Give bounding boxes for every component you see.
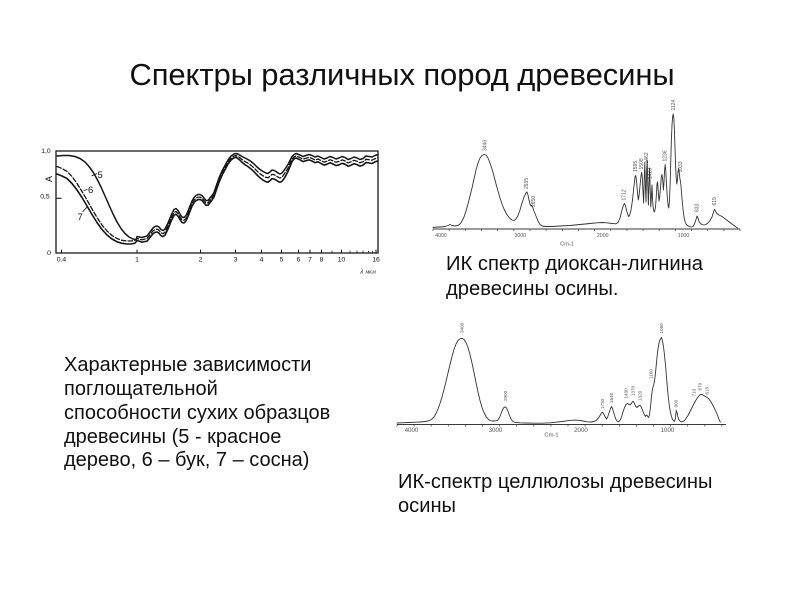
svg-text:2000: 2000 (574, 427, 588, 434)
svg-text:1000: 1000 (678, 233, 690, 239)
svg-text:615: 615 (705, 386, 710, 394)
svg-text:2000: 2000 (597, 233, 609, 239)
svg-text:1236: 1236 (663, 150, 669, 161)
svg-text:2: 2 (199, 257, 203, 264)
svg-text:1508: 1508 (639, 158, 645, 169)
svg-text:1370: 1370 (631, 385, 636, 396)
svg-text:1430: 1430 (624, 388, 629, 399)
svg-text:2850: 2850 (531, 196, 537, 207)
svg-text:0.4: 0.4 (57, 257, 67, 264)
svg-text:5: 5 (98, 170, 103, 181)
svg-text:2935: 2935 (524, 178, 530, 189)
svg-text:6: 6 (297, 257, 301, 264)
svg-text:3440: 3440 (482, 140, 488, 151)
svg-text:1712: 1712 (622, 189, 628, 200)
svg-text:6: 6 (88, 185, 93, 196)
svg-text:833: 833 (694, 203, 700, 212)
svg-text:1462: 1462 (644, 152, 650, 163)
svg-text:4000: 4000 (435, 233, 447, 239)
svg-text:1124: 1124 (671, 100, 677, 111)
svg-text:1033: 1033 (678, 161, 684, 172)
svg-text:710: 710 (692, 388, 697, 396)
svg-text:λ мкм: λ мкм (359, 267, 376, 276)
svg-text:0,5: 0,5 (40, 193, 50, 200)
svg-text:1000: 1000 (661, 427, 675, 434)
svg-text:1730: 1730 (600, 398, 605, 409)
svg-text:16: 16 (372, 257, 380, 264)
svg-text:1423: 1423 (648, 168, 654, 179)
svg-text:A: A (44, 176, 54, 182)
svg-text:1160: 1160 (649, 369, 654, 379)
svg-text:670: 670 (698, 382, 703, 390)
svg-text:8: 8 (320, 257, 324, 264)
svg-text:3: 3 (234, 257, 238, 264)
svg-text:4000: 4000 (405, 427, 419, 434)
svg-text:7: 7 (78, 212, 83, 223)
svg-text:900: 900 (674, 399, 679, 407)
svg-text:Cm-1: Cm-1 (544, 433, 558, 439)
svg-text:1: 1 (135, 257, 139, 264)
svg-text:7: 7 (308, 257, 312, 264)
svg-text:Cm-1: Cm-1 (560, 242, 574, 248)
svg-text:10: 10 (338, 257, 346, 264)
svg-text:3000: 3000 (489, 427, 503, 434)
svg-text:4: 4 (260, 257, 264, 264)
svg-text:3000: 3000 (515, 233, 527, 239)
svg-text:1595: 1595 (633, 161, 639, 172)
svg-text:1640: 1640 (609, 392, 614, 403)
svg-text:5: 5 (280, 257, 284, 264)
svg-text:2900: 2900 (503, 390, 508, 401)
svg-text:0: 0 (47, 250, 51, 257)
svg-text:1320: 1320 (638, 390, 643, 401)
svg-text:3400: 3400 (460, 322, 465, 333)
svg-text:1060: 1060 (659, 323, 664, 334)
svg-text:619: 619 (712, 197, 718, 206)
svg-text:1,0: 1,0 (41, 148, 51, 155)
